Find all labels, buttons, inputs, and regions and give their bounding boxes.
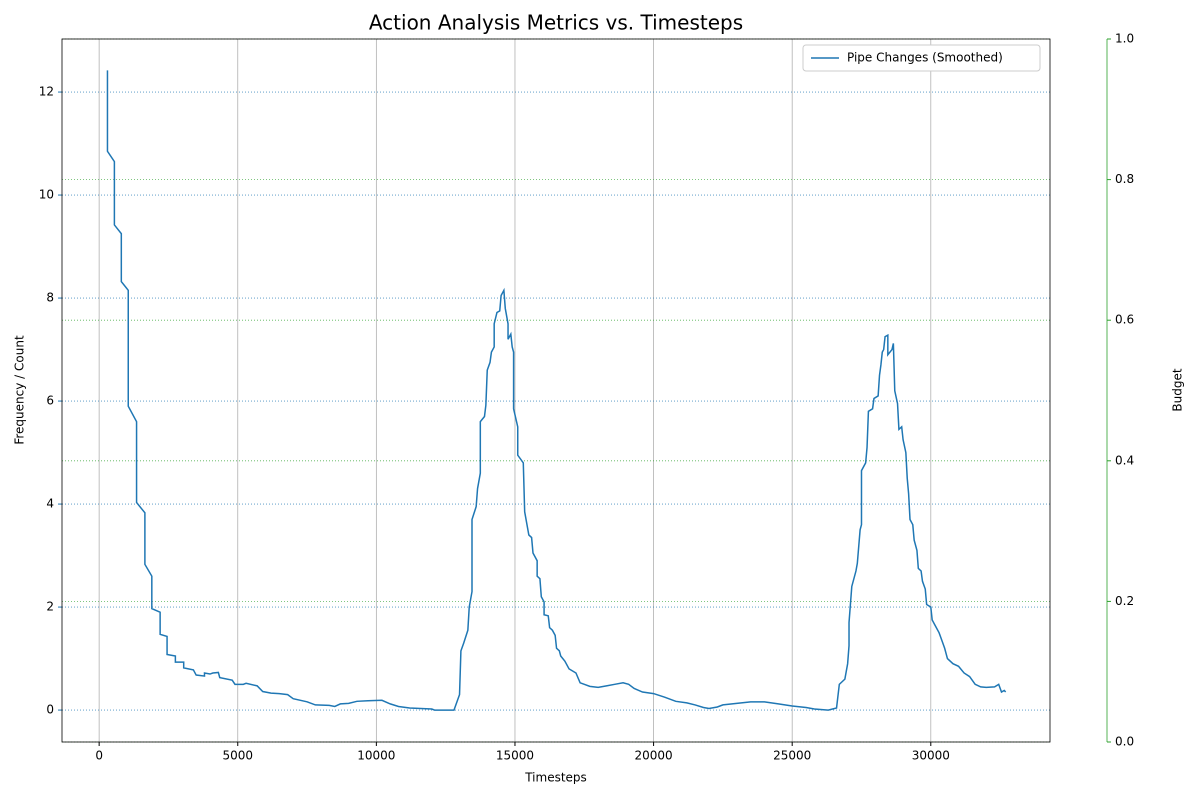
y-tick-label: 10	[39, 188, 54, 202]
y-axis-label: Frequency / Count	[13, 335, 27, 445]
chart-title: Action Analysis Metrics vs. Timesteps	[369, 11, 743, 35]
y-tick-label: 6	[46, 394, 54, 408]
y2-axis-label: Budget	[1171, 368, 1185, 411]
x-tick-label: 5000	[222, 749, 253, 763]
y-tick-label: 0	[46, 703, 54, 717]
y-tick-label: 2	[46, 600, 54, 614]
x-tick-label: 20000	[634, 749, 672, 763]
y-tick-label: 4	[46, 497, 54, 511]
x-tick-label: 10000	[357, 749, 395, 763]
y2-tick-label: 0.8	[1115, 172, 1134, 186]
y2-tick-label: 0.6	[1115, 313, 1134, 327]
data-line	[106, 70, 1007, 711]
y2-tick-label: 0.4	[1115, 453, 1134, 467]
legend-label: Pipe Changes (Smoothed)	[847, 51, 1003, 65]
x-tick-label: 25000	[773, 749, 811, 763]
x-tick-label: 0	[95, 749, 103, 763]
plot-frame	[61, 38, 1051, 743]
x-tick-label: 15000	[496, 749, 534, 763]
y2-tick-label: 1.0	[1115, 32, 1134, 46]
y2-tick-label: 0.2	[1115, 594, 1134, 608]
y-tick-label: 12	[39, 85, 54, 99]
x-axis-label: Timesteps	[524, 771, 587, 785]
legend-box	[802, 44, 1041, 72]
x-tick-label: 30000	[912, 749, 950, 763]
y-tick-label: 8	[46, 291, 54, 305]
y2-tick-label: 0.0	[1115, 735, 1134, 749]
